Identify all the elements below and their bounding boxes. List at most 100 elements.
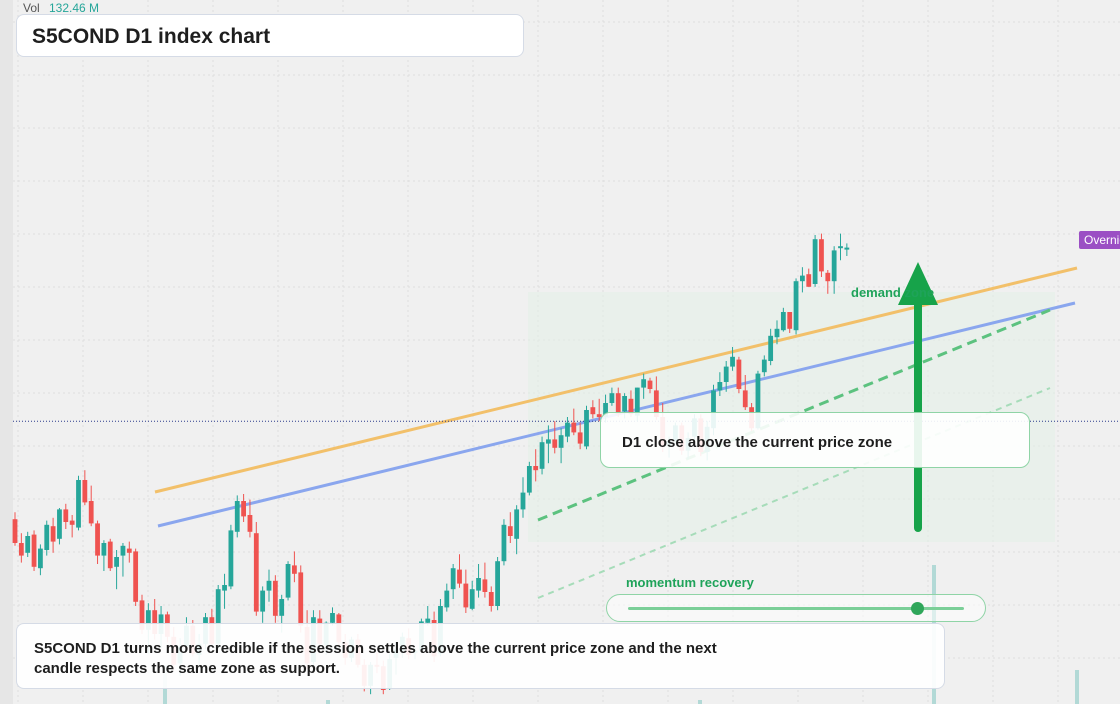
candle-body bbox=[476, 578, 481, 591]
demand-arrow-head bbox=[898, 262, 938, 305]
candle-body bbox=[723, 366, 729, 382]
candle-body bbox=[501, 524, 507, 562]
candle-body bbox=[82, 480, 88, 503]
candle bbox=[469, 580, 475, 611]
candle bbox=[285, 561, 291, 601]
candle-body bbox=[444, 590, 450, 608]
candle-body bbox=[711, 390, 716, 429]
candle-body bbox=[76, 480, 81, 528]
candle bbox=[50, 517, 56, 553]
candle-body bbox=[603, 403, 608, 417]
candle-body bbox=[222, 585, 227, 591]
candle bbox=[482, 562, 488, 598]
candle-body bbox=[565, 422, 570, 437]
volume-bar bbox=[1075, 670, 1079, 704]
candle-body bbox=[571, 422, 577, 433]
candle-body bbox=[152, 610, 158, 634]
momentum-knob[interactable] bbox=[910, 602, 924, 615]
candle bbox=[488, 586, 494, 612]
candle-body bbox=[292, 565, 297, 574]
candle-body bbox=[546, 439, 551, 444]
candle-body bbox=[838, 246, 843, 249]
candle-body bbox=[12, 519, 18, 543]
candle bbox=[831, 246, 837, 294]
candle-body bbox=[761, 359, 767, 373]
candle bbox=[761, 355, 767, 377]
candle-body bbox=[457, 569, 462, 584]
candle bbox=[425, 606, 431, 626]
candle-body bbox=[463, 583, 469, 608]
candle-body bbox=[44, 524, 50, 550]
candle bbox=[69, 515, 75, 538]
callout-box: D1 close above the current price zone bbox=[600, 412, 1030, 468]
candle-body bbox=[806, 274, 812, 287]
volume-bar bbox=[698, 700, 702, 704]
candle-body bbox=[25, 536, 31, 553]
candle bbox=[596, 398, 602, 422]
candle-body bbox=[514, 509, 520, 539]
candle bbox=[222, 573, 227, 609]
candle bbox=[292, 551, 297, 583]
candle bbox=[787, 312, 793, 333]
candle-body bbox=[298, 572, 304, 626]
candle bbox=[133, 548, 139, 606]
candle bbox=[533, 449, 539, 482]
candle bbox=[730, 347, 735, 371]
candle bbox=[266, 569, 272, 602]
momentum-slider[interactable] bbox=[606, 594, 986, 622]
candle bbox=[565, 417, 570, 443]
candle-body bbox=[647, 380, 653, 389]
candle bbox=[31, 530, 37, 571]
candle-body bbox=[145, 610, 151, 630]
candle bbox=[107, 538, 113, 571]
candle-body bbox=[558, 435, 564, 448]
candle-body bbox=[38, 548, 43, 569]
candle bbox=[120, 543, 126, 577]
candle bbox=[520, 477, 526, 518]
candle bbox=[558, 428, 564, 464]
candle-body bbox=[831, 250, 837, 282]
candle-body bbox=[787, 312, 793, 329]
candle-body bbox=[425, 618, 431, 623]
candle-body bbox=[552, 439, 558, 448]
candle bbox=[736, 356, 742, 394]
candle-body bbox=[622, 396, 627, 412]
callout-text: D1 close above the current price zone bbox=[622, 434, 893, 451]
candle-body bbox=[742, 390, 748, 408]
candle bbox=[819, 233, 824, 277]
candle bbox=[12, 512, 18, 546]
candle-body bbox=[634, 387, 640, 416]
candle-body bbox=[577, 432, 583, 444]
candle-body bbox=[260, 590, 266, 612]
candle-body bbox=[63, 509, 69, 522]
chart-title: S5COND D1 index chart bbox=[32, 25, 271, 48]
momentum-label: momentum recovery bbox=[626, 575, 754, 590]
candle-body bbox=[507, 526, 513, 536]
candle-body bbox=[330, 613, 335, 623]
candle bbox=[806, 268, 812, 287]
candle bbox=[546, 425, 551, 464]
price-tag: Overnight bbox=[1079, 231, 1120, 249]
left-scale-edge bbox=[0, 0, 13, 704]
candle bbox=[114, 550, 119, 590]
candle bbox=[234, 495, 240, 538]
candle bbox=[463, 569, 469, 613]
candle bbox=[247, 499, 253, 538]
candle bbox=[495, 557, 500, 611]
candle bbox=[76, 475, 81, 531]
candle-body bbox=[717, 382, 723, 391]
candle bbox=[126, 541, 132, 563]
candle-body bbox=[120, 545, 126, 556]
candle-body bbox=[266, 580, 272, 591]
candle-body bbox=[57, 509, 62, 539]
candle bbox=[501, 519, 507, 566]
candle-body bbox=[126, 548, 132, 553]
candle bbox=[298, 565, 304, 633]
candle-body bbox=[50, 526, 56, 542]
green-channel-lower-line bbox=[537, 387, 1051, 599]
candle bbox=[539, 436, 545, 475]
title-box: S5COND D1 index chart bbox=[16, 14, 524, 57]
candle-body bbox=[844, 247, 850, 250]
